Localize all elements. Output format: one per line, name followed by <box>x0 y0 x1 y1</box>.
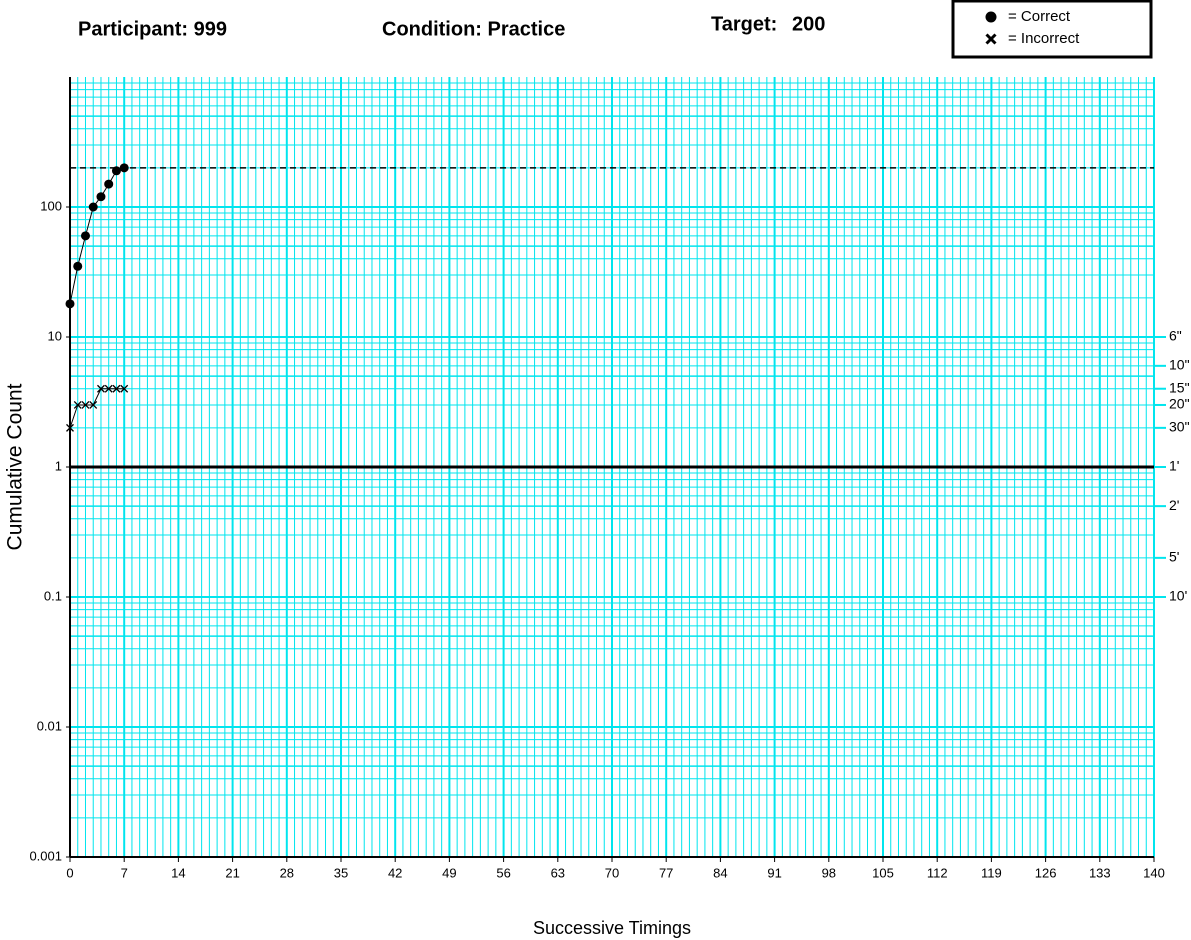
condition: Condition: Practice <box>382 18 565 40</box>
x-tick-label: 91 <box>767 865 781 880</box>
y2-tick-label: 5' <box>1169 549 1179 565</box>
data-point <box>119 163 129 173</box>
x-tick-label: 105 <box>872 865 894 880</box>
data-point <box>80 231 90 241</box>
y2-tick-label: 30" <box>1169 419 1190 435</box>
x-tick-label: 84 <box>713 865 727 880</box>
x-tick-label: 112 <box>927 865 948 880</box>
x-tick-label: 98 <box>822 865 836 880</box>
x-tick-label: 140 <box>1143 865 1165 880</box>
y2-tick-label: 15" <box>1169 379 1190 395</box>
y-tick-label: 10 <box>48 328 62 343</box>
series-line <box>69 388 125 429</box>
x-tick-label: 42 <box>388 865 402 880</box>
x-tick-label: 35 <box>334 865 348 880</box>
x-tick-label: 56 <box>496 865 510 880</box>
data-point <box>104 179 114 189</box>
data-point <box>81 401 90 409</box>
y-tick-label: 0.01 <box>37 718 62 733</box>
data-point <box>66 423 74 432</box>
legend-marker <box>985 33 997 45</box>
data-point <box>88 202 98 212</box>
y2-tick-label: 1' <box>1169 458 1179 474</box>
legend-label: = Correct <box>1008 8 1071 25</box>
participant: Participant: 999 <box>78 18 227 40</box>
x-tick-label: 70 <box>605 865 619 880</box>
y-tick-label: 1 <box>55 458 62 473</box>
data-point <box>97 384 105 393</box>
data-point <box>120 384 129 393</box>
x-tick-label: 133 <box>1089 865 1111 880</box>
y-tick-label: 0.001 <box>29 848 62 863</box>
x-tick-label: 28 <box>280 865 294 880</box>
y-tick-label: 0.1 <box>44 588 62 603</box>
legend-marker <box>985 11 997 23</box>
y2-tick-label: 20" <box>1169 396 1190 412</box>
y-tick-label: 100 <box>40 198 62 213</box>
x-tick-label: 7 <box>121 865 128 880</box>
data-point <box>73 261 83 271</box>
data-point <box>73 401 82 409</box>
x-tick-label: 49 <box>442 865 456 880</box>
y2-tick-label: 6" <box>1169 328 1182 344</box>
data-point <box>111 166 121 176</box>
data-point <box>89 401 98 409</box>
y2-tick-label: 2' <box>1169 497 1179 513</box>
data-point <box>112 384 121 393</box>
x-tick-label: 63 <box>551 865 565 880</box>
x-tick-label: 14 <box>171 865 185 880</box>
x-tick-label: 119 <box>981 865 1002 880</box>
x-tick-label: 21 <box>225 865 239 880</box>
legend-box <box>951 0 1153 59</box>
target-label: Target: <box>711 13 777 35</box>
x-axis-label: Successive Timings <box>533 918 691 938</box>
x-tick-label: 77 <box>659 865 673 880</box>
x-tick-label: 0 <box>66 865 73 880</box>
x-tick-label: 126 <box>1035 865 1057 880</box>
y2-tick-label: 10" <box>1169 357 1190 373</box>
data-point <box>96 192 106 202</box>
y-axis-label: Cumulative Count <box>4 383 27 550</box>
data-point <box>65 299 75 309</box>
data-point <box>104 384 113 393</box>
legend-label: = Incorrect <box>1008 30 1080 47</box>
y2-tick-label: 10' <box>1169 588 1187 604</box>
target-value: 200 <box>792 13 825 35</box>
